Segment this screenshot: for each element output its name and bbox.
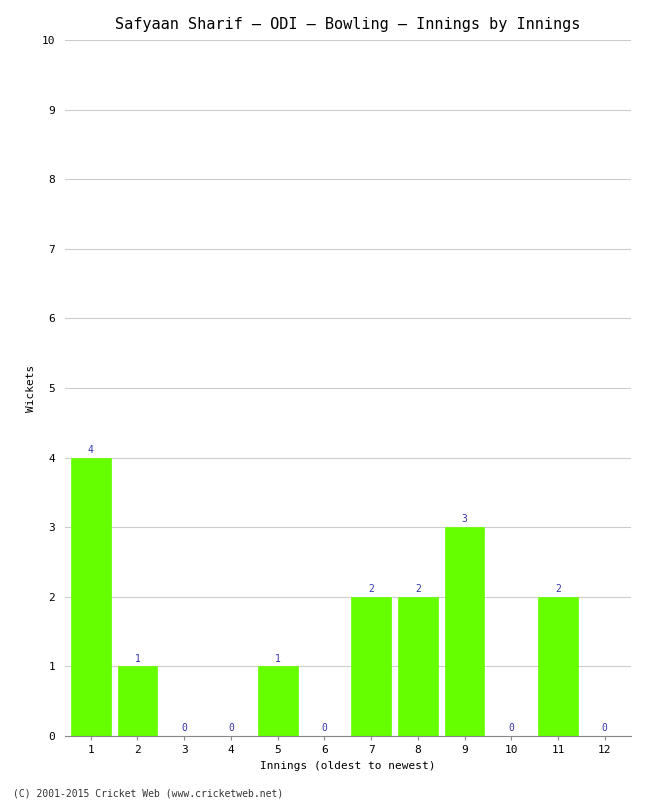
Text: 4: 4: [88, 445, 94, 455]
Text: 2: 2: [415, 584, 421, 594]
Bar: [351, 597, 391, 736]
Text: 0: 0: [181, 723, 187, 734]
Text: 0: 0: [322, 723, 328, 734]
Text: 0: 0: [508, 723, 514, 734]
Text: 1: 1: [275, 654, 281, 664]
Bar: [258, 666, 298, 736]
Bar: [118, 666, 157, 736]
Text: 0: 0: [602, 723, 608, 734]
Text: 3: 3: [462, 514, 467, 525]
Bar: [398, 597, 437, 736]
Text: (C) 2001-2015 Cricket Web (www.cricketweb.net): (C) 2001-2015 Cricket Web (www.cricketwe…: [13, 788, 283, 798]
Bar: [445, 527, 484, 736]
Text: 2: 2: [555, 584, 561, 594]
X-axis label: Innings (oldest to newest): Innings (oldest to newest): [260, 761, 436, 770]
Bar: [71, 458, 110, 736]
Text: 2: 2: [368, 584, 374, 594]
Text: 1: 1: [135, 654, 140, 664]
Bar: [538, 597, 578, 736]
Y-axis label: Wickets: Wickets: [26, 364, 36, 412]
Text: 0: 0: [228, 723, 234, 734]
Title: Safyaan Sharif – ODI – Bowling – Innings by Innings: Safyaan Sharif – ODI – Bowling – Innings…: [115, 17, 580, 32]
